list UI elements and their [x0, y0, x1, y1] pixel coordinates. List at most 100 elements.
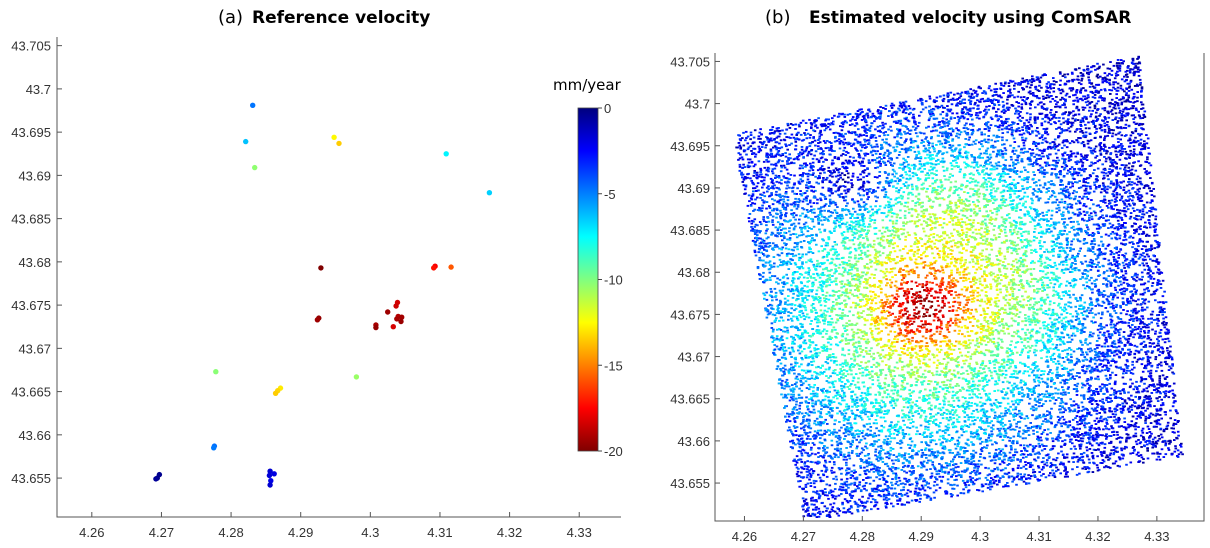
b-data-point: [1041, 290, 1044, 292]
b-data-point: [1135, 178, 1139, 181]
b-data-point: [1035, 318, 1039, 321]
b-data-point: [1082, 195, 1086, 198]
b-data-point: [934, 380, 937, 383]
b-data-point: [874, 211, 877, 213]
b-data-point: [1041, 341, 1045, 344]
b-data-point: [978, 156, 982, 159]
b-data-point: [1028, 102, 1032, 105]
b-data-point: [865, 432, 868, 435]
b-data-point: [796, 319, 800, 322]
b-data-point: [972, 140, 976, 143]
b-data-point: [1027, 283, 1030, 286]
b-data-point: [980, 408, 984, 411]
b-data-point: [810, 411, 813, 414]
b-data-point: [1034, 248, 1037, 251]
b-data-point: [828, 404, 832, 406]
b-data-point: [894, 478, 898, 480]
b-data-point: [873, 248, 877, 251]
b-data-point: [830, 189, 833, 192]
b-data-point: [1046, 133, 1050, 136]
b-data-point: [770, 322, 774, 325]
b-data-point: [1008, 410, 1011, 413]
b-data-point: [1052, 159, 1055, 162]
b-data-point: [783, 330, 787, 333]
b-data-point: [1028, 156, 1031, 159]
b-data-point: [1021, 437, 1025, 440]
b-data-point: [886, 155, 890, 157]
b-data-point: [1081, 419, 1084, 421]
b-data-point: [1045, 187, 1049, 190]
b-data-point: [906, 197, 910, 200]
b-data-point: [930, 338, 933, 341]
b-data-point: [808, 344, 812, 346]
b-data-point: [1031, 78, 1034, 80]
b-data-point: [916, 453, 919, 456]
b-data-point: [865, 300, 869, 303]
b-data-point: [831, 245, 835, 248]
b-data-point: [1159, 287, 1163, 289]
b-data-point: [1110, 315, 1114, 318]
b-data-point: [965, 162, 968, 165]
b-data-point: [1043, 429, 1046, 431]
b-data-point: [995, 136, 998, 139]
b-data-point: [801, 261, 804, 264]
b-data-point: [964, 342, 968, 344]
b-data-point: [922, 477, 926, 480]
b-data-point: [1082, 284, 1085, 287]
b-data-point: [1109, 61, 1112, 63]
b-data-point: [1039, 218, 1043, 220]
b-data-point: [1087, 437, 1090, 439]
b-data-point: [942, 434, 945, 437]
b-data-point: [877, 307, 880, 310]
b-data-point: [864, 152, 868, 155]
b-data-point: [1031, 260, 1034, 263]
b-data-point: [1110, 251, 1114, 254]
b-data-point: [844, 375, 847, 377]
b-data-point: [868, 258, 872, 261]
b-data-point: [865, 410, 868, 413]
b-data-point: [1149, 338, 1153, 341]
b-data-point: [907, 147, 911, 150]
b-data-point: [1021, 204, 1025, 207]
b-data-point: [1122, 173, 1125, 176]
b-data-point: [1125, 439, 1128, 442]
b-data-point: [924, 276, 928, 279]
b-data-point: [1005, 288, 1008, 291]
b-data-point: [742, 131, 745, 134]
b-data-point: [886, 282, 889, 285]
b-data-point: [790, 319, 794, 322]
b-data-point: [1070, 71, 1074, 74]
b-data-point: [874, 393, 877, 396]
b-data-point: [1078, 439, 1082, 442]
b-data-point: [1132, 251, 1136, 254]
b-data-point: [781, 281, 784, 284]
a-data-point: [268, 478, 274, 484]
b-data-point: [1026, 370, 1029, 373]
b-data-point: [1061, 368, 1064, 370]
b-data-point: [870, 468, 873, 471]
b-data-point: [967, 298, 971, 301]
b-data-point: [924, 264, 927, 267]
b-data-point: [1075, 228, 1079, 230]
b-data-point: [1154, 299, 1157, 302]
b-data-point: [983, 300, 987, 303]
b-data-point: [1096, 76, 1100, 79]
b-data-point: [808, 136, 812, 139]
b-data-point: [841, 348, 845, 351]
b-data-point: [875, 468, 878, 470]
b-data-point: [940, 184, 944, 187]
b-data-point: [806, 369, 809, 372]
b-data-point: [992, 134, 996, 137]
b-data-point: [1142, 245, 1145, 247]
b-data-point: [1047, 308, 1051, 311]
b-data-point: [840, 316, 844, 319]
b-data-point: [983, 270, 986, 273]
b-data-point: [911, 354, 914, 357]
b-data-point: [911, 317, 915, 320]
b-data-point: [885, 496, 888, 499]
b-data-point: [1106, 295, 1110, 298]
b-data-point: [1078, 443, 1081, 446]
b-data-point: [889, 433, 892, 435]
b-data-point: [1014, 149, 1018, 152]
b-data-point: [1020, 341, 1024, 344]
